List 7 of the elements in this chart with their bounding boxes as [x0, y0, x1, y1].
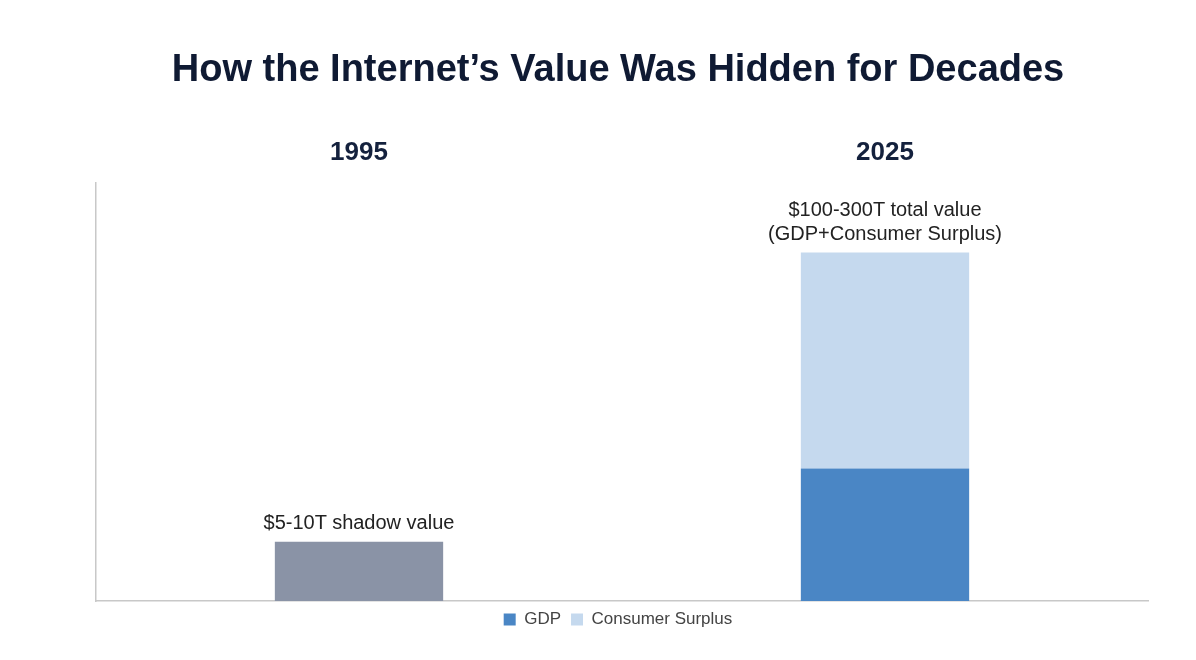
- x-tick-label: 2025: [856, 136, 914, 167]
- chart-title: How the Internet’s Value Was Hidden for Decades: [171, 47, 1065, 90]
- legend-label: GDP: [524, 609, 562, 629]
- x-tick-label: 1995: [330, 136, 388, 167]
- legend-label: Consumer Surplus: [591, 609, 733, 629]
- annotation: $5-10T shadow value: [263, 511, 455, 534]
- annotation: $100-300T total value (GDP+Consumer Surplus): [768, 198, 1002, 245]
